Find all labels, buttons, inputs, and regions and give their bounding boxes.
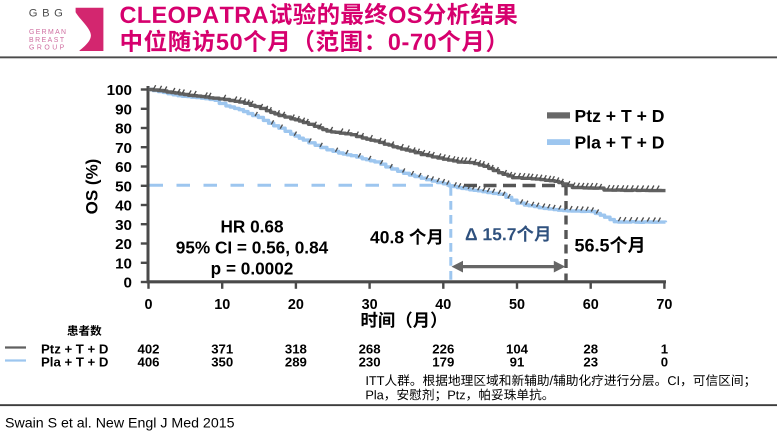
svg-text:91: 91 xyxy=(510,355,525,370)
svg-text:20: 20 xyxy=(288,297,304,313)
svg-text:1: 1 xyxy=(661,342,668,357)
svg-text:50: 50 xyxy=(509,297,525,313)
svg-text:40: 40 xyxy=(435,297,451,313)
svg-text:GBG: GBG xyxy=(29,7,68,19)
svg-text:50: 50 xyxy=(115,178,132,195)
svg-text:371: 371 xyxy=(211,342,233,357)
svg-text:0: 0 xyxy=(144,297,152,313)
svg-text:Ptz + T + D: Ptz + T + D xyxy=(41,342,108,357)
svg-text:60: 60 xyxy=(115,159,132,176)
svg-text:230: 230 xyxy=(359,355,381,370)
svg-text:10: 10 xyxy=(214,297,230,313)
svg-text:70: 70 xyxy=(656,297,672,313)
svg-text:Ptz + T + D: Ptz + T + D xyxy=(575,106,665,126)
svg-text:p = 0.0002: p = 0.0002 xyxy=(211,259,294,279)
svg-text:20: 20 xyxy=(115,236,132,253)
svg-text:226: 226 xyxy=(432,342,454,357)
svg-text:OS (%): OS (%) xyxy=(83,159,102,215)
svg-text:30: 30 xyxy=(115,217,132,234)
svg-text:289: 289 xyxy=(285,355,307,370)
svg-text:40: 40 xyxy=(115,198,132,215)
svg-text:10: 10 xyxy=(115,255,132,272)
svg-text:0: 0 xyxy=(661,355,668,370)
svg-text:GERMAN: GERMAN xyxy=(29,29,67,36)
svg-text:350: 350 xyxy=(211,355,233,370)
svg-text:268: 268 xyxy=(359,342,381,357)
svg-text:GROUP: GROUP xyxy=(29,45,67,52)
svg-text:80: 80 xyxy=(115,121,132,138)
svg-text:28: 28 xyxy=(583,342,598,357)
svg-text:30: 30 xyxy=(362,297,378,313)
svg-text:Pla + T + D: Pla + T + D xyxy=(575,133,665,153)
svg-text:90: 90 xyxy=(115,101,132,118)
svg-text:60: 60 xyxy=(583,297,599,313)
svg-text:HR 0.68: HR 0.68 xyxy=(220,217,283,237)
svg-text:179: 179 xyxy=(432,355,454,370)
svg-text:70: 70 xyxy=(115,140,132,157)
svg-text:Swain S et al. New Engl J Med: Swain S et al. New Engl J Med 2015 xyxy=(5,415,235,431)
svg-text:406: 406 xyxy=(137,355,159,370)
svg-text:100: 100 xyxy=(107,82,132,99)
svg-text:318: 318 xyxy=(285,342,307,357)
svg-text:95% CI = 0.56, 0.84: 95% CI = 0.56, 0.84 xyxy=(176,238,329,258)
svg-text:BREAST: BREAST xyxy=(29,37,66,44)
svg-text:23: 23 xyxy=(583,355,598,370)
svg-text:402: 402 xyxy=(137,342,159,357)
svg-text:0: 0 xyxy=(124,275,132,292)
svg-text:104: 104 xyxy=(506,342,529,357)
svg-text:Pla + T + D: Pla + T + D xyxy=(41,355,108,370)
